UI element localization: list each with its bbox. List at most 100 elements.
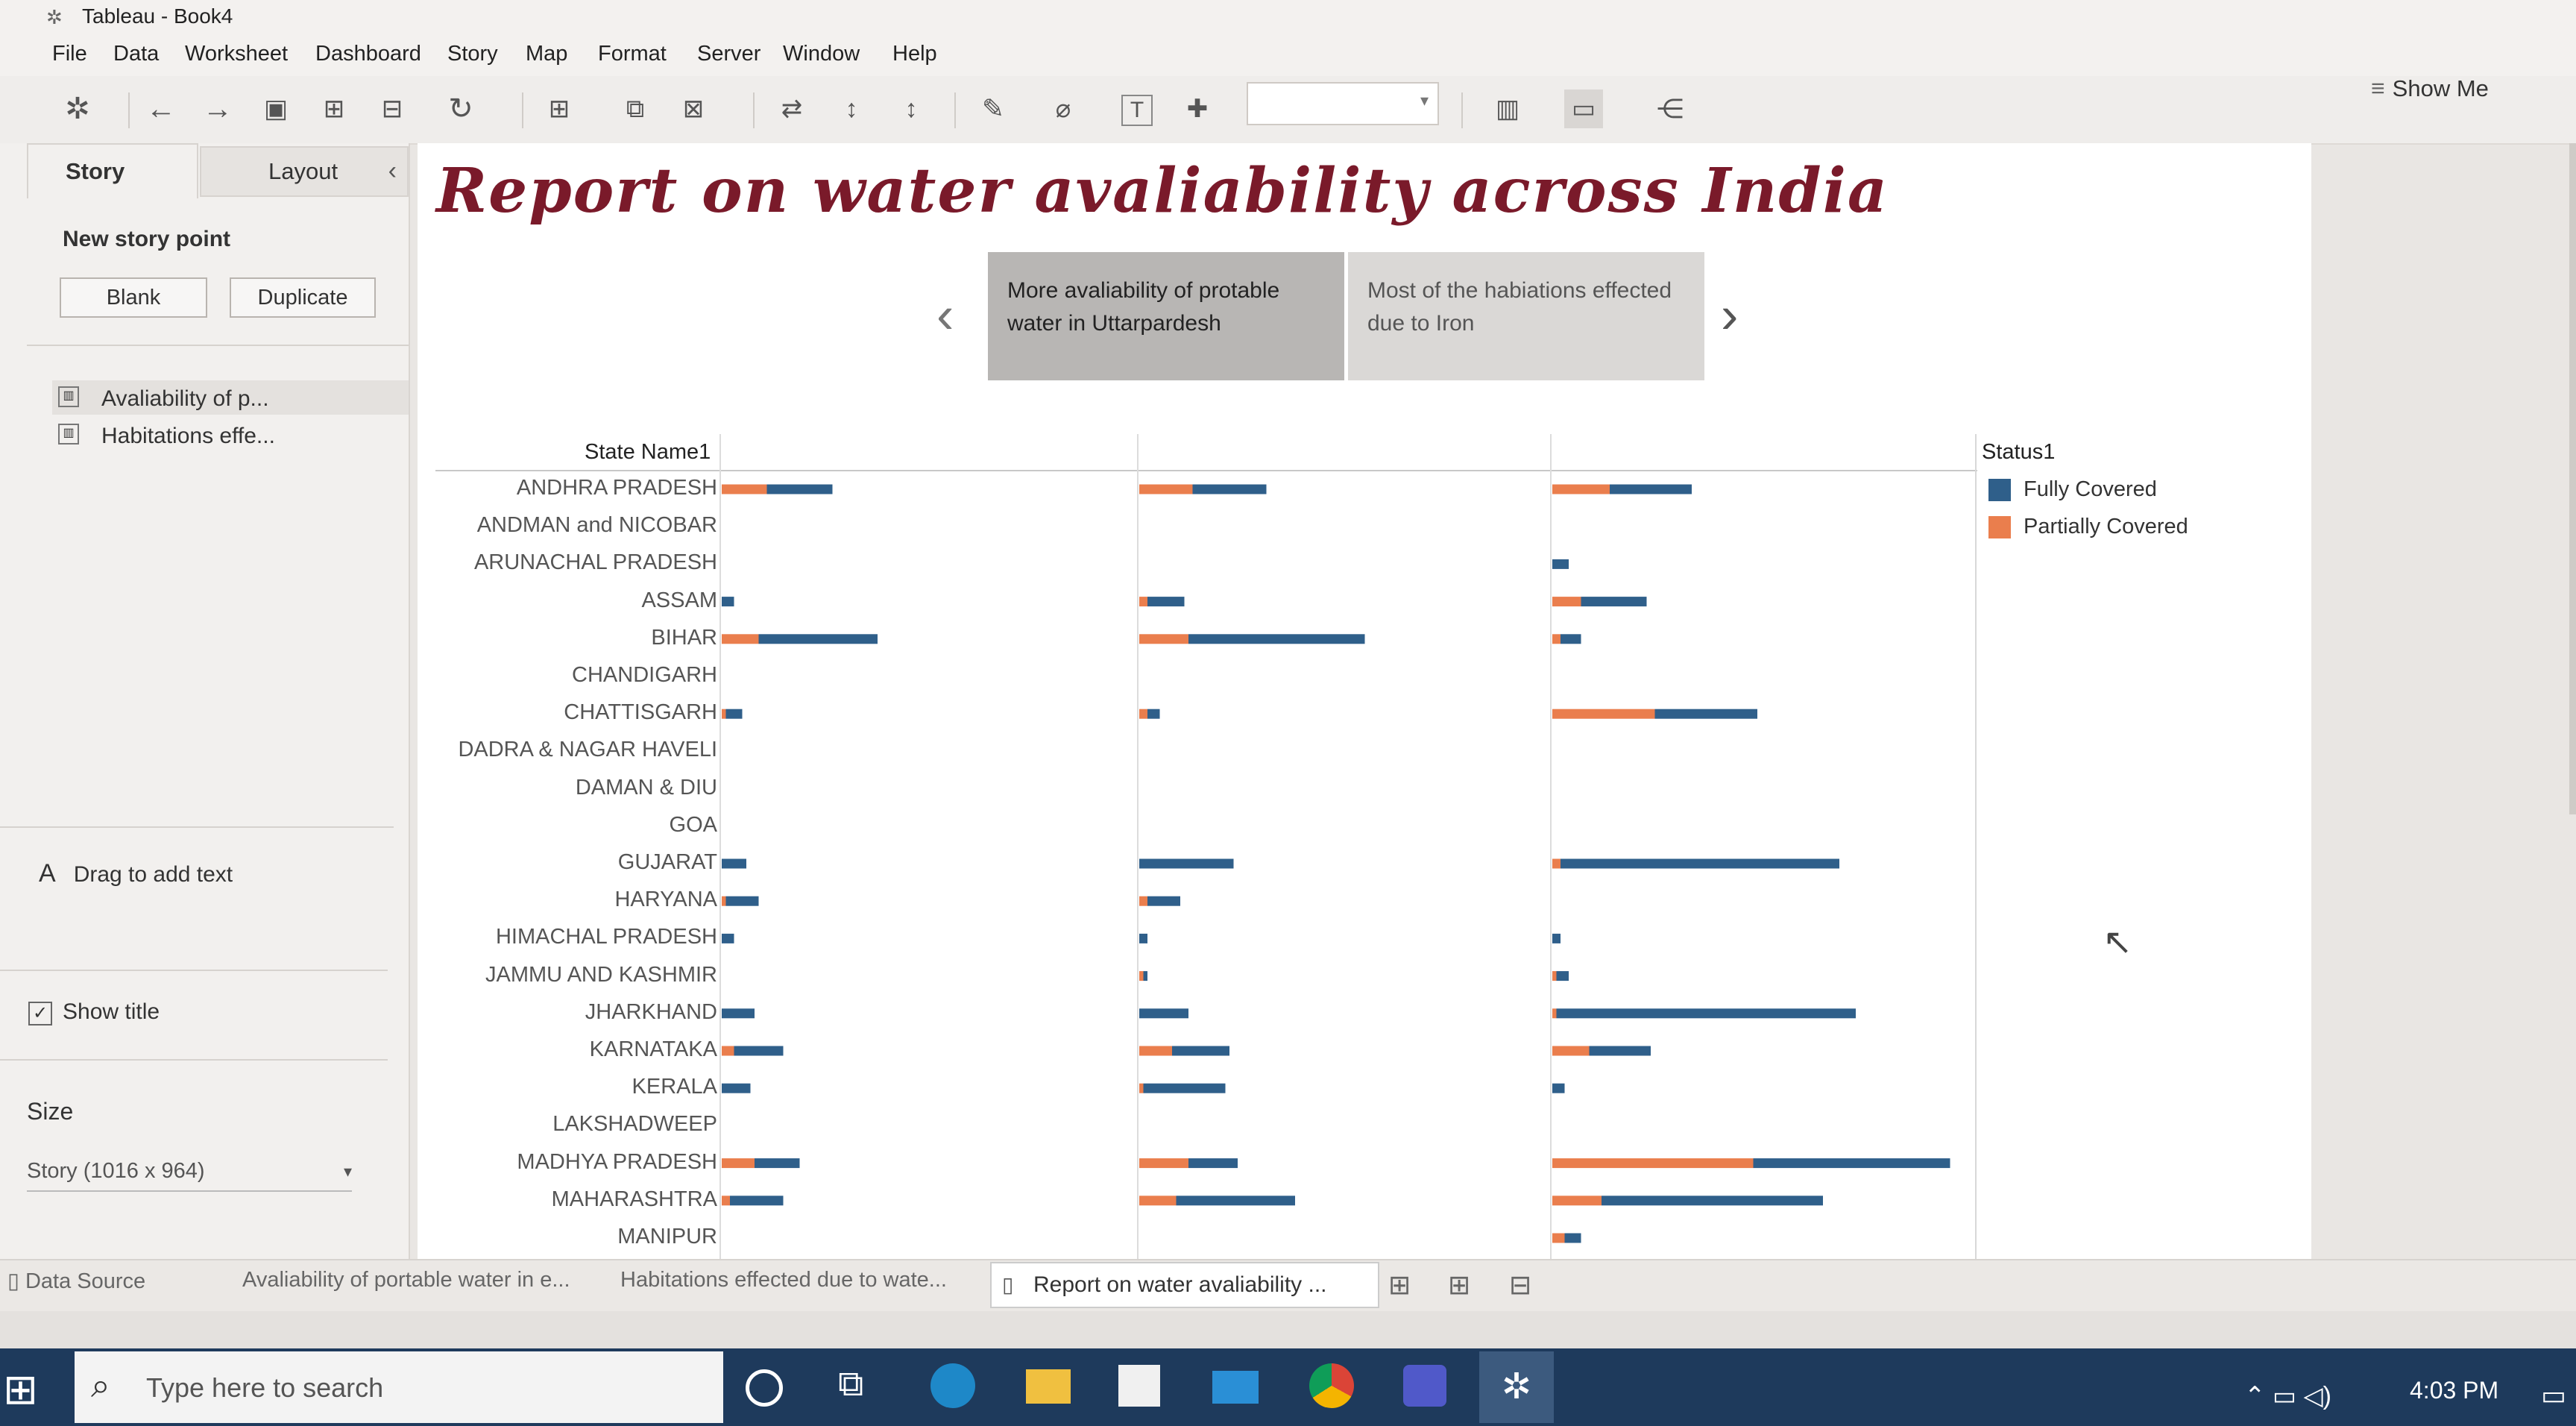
clear-sheet-icon[interactable]: ⊠ bbox=[682, 95, 705, 123]
chrome-icon[interactable] bbox=[1309, 1363, 1354, 1408]
story-point-1[interactable]: More avaliability of protable water in U… bbox=[988, 252, 1344, 380]
show-title-checkbox[interactable]: ✓ Show title bbox=[28, 999, 160, 1025]
taskbar-clock[interactable]: 4:03 PM bbox=[2410, 1377, 2499, 1404]
bar-fully-covered[interactable] bbox=[1589, 1046, 1651, 1056]
bar-partially-covered[interactable] bbox=[1139, 1083, 1144, 1093]
bar-partially-covered[interactable] bbox=[722, 634, 759, 644]
bar-partially-covered[interactable] bbox=[1552, 709, 1655, 719]
menu-story[interactable]: Story bbox=[447, 42, 498, 66]
bar-fully-covered[interactable] bbox=[1581, 597, 1647, 607]
menu-file[interactable]: File bbox=[52, 42, 87, 66]
undo-icon[interactable]: ← bbox=[146, 92, 176, 125]
tab-sheet-availability[interactable]: Avaliability of portable water in e... bbox=[242, 1268, 570, 1292]
bar-partially-covered[interactable] bbox=[722, 1196, 730, 1206]
sheet-item[interactable]: ▥ Habitations effe... bbox=[52, 418, 409, 452]
bar-partially-covered[interactable] bbox=[1139, 597, 1147, 607]
bar-partially-covered[interactable] bbox=[1139, 484, 1193, 494]
edge-icon[interactable] bbox=[930, 1363, 975, 1408]
bar-fully-covered[interactable] bbox=[1556, 971, 1569, 981]
tab-layout[interactable]: Layout ‹ bbox=[200, 146, 409, 197]
task-view-icon[interactable]: ⧉ bbox=[838, 1364, 864, 1404]
bar-partially-covered[interactable] bbox=[722, 484, 767, 494]
legend-partially-covered[interactable]: Partially Covered bbox=[2024, 515, 2188, 538]
bar-partially-covered[interactable] bbox=[1552, 858, 1561, 869]
menu-dashboard[interactable]: Dashboard bbox=[315, 42, 421, 66]
new-story-tab-icon[interactable]: ⊟ bbox=[1509, 1269, 1532, 1300]
menu-window[interactable]: Window bbox=[783, 42, 860, 66]
bar-partially-covered[interactable] bbox=[1139, 709, 1147, 719]
taskbar-search[interactable]: ⌕ Type here to search bbox=[75, 1351, 723, 1423]
tab-story[interactable]: Story bbox=[27, 143, 198, 198]
bar-fully-covered[interactable] bbox=[722, 597, 734, 607]
fit-icon[interactable]: ▥ bbox=[1495, 95, 1520, 123]
menu-worksheet[interactable]: Worksheet bbox=[185, 42, 289, 66]
bar-fully-covered[interactable] bbox=[730, 1196, 784, 1206]
bar-fully-covered[interactable] bbox=[1552, 933, 1561, 943]
system-tray-icons[interactable]: ⌃ ▭ ◁) bbox=[2244, 1382, 2331, 1410]
bar-fully-covered[interactable] bbox=[766, 484, 833, 494]
new-dashboard-tab-icon[interactable]: ⊞ bbox=[1448, 1269, 1471, 1300]
bar-fully-covered[interactable] bbox=[1654, 709, 1758, 719]
bar-fully-covered[interactable] bbox=[734, 1046, 784, 1056]
bar-fully-covered[interactable] bbox=[722, 858, 746, 869]
store-icon[interactable] bbox=[1118, 1365, 1160, 1407]
vertical-scrollbar[interactable] bbox=[2569, 143, 2576, 814]
size-dropdown[interactable]: Story (1016 x 964) ▾ bbox=[27, 1156, 352, 1192]
presentation-mode-icon[interactable]: ▭ bbox=[1564, 89, 1603, 128]
tableau-taskbar-icon[interactable]: ✲ bbox=[1479, 1351, 1554, 1423]
bar-partially-covered[interactable] bbox=[1139, 634, 1188, 644]
bar-fully-covered[interactable] bbox=[1552, 559, 1569, 569]
bar-fully-covered[interactable] bbox=[1139, 858, 1234, 869]
bar-partially-covered[interactable] bbox=[1552, 971, 1557, 981]
bar-fully-covered[interactable] bbox=[1147, 597, 1185, 607]
bar-partially-covered[interactable] bbox=[722, 1158, 755, 1169]
prev-story-point-button[interactable]: ‹ bbox=[936, 286, 954, 344]
new-datasource-icon[interactable]: ⊞ bbox=[323, 95, 345, 123]
sort-ascending-icon[interactable]: ↕ bbox=[845, 94, 858, 123]
bar-fully-covered[interactable] bbox=[1188, 634, 1365, 644]
bar-fully-covered[interactable] bbox=[1610, 484, 1692, 494]
bar-fully-covered[interactable] bbox=[1147, 709, 1160, 719]
show-me-button[interactable]: ≡ Show Me bbox=[2371, 75, 2489, 102]
bar-fully-covered[interactable] bbox=[1602, 1196, 1823, 1206]
tab-sheet-habitations[interactable]: Habitations effected due to wate... bbox=[620, 1268, 947, 1292]
bar-fully-covered[interactable] bbox=[1561, 634, 1581, 644]
duplicate-sheet-icon[interactable]: ⧉ bbox=[626, 94, 645, 123]
bar-partially-covered[interactable] bbox=[1139, 1046, 1172, 1056]
text-object[interactable]: A Drag to add text bbox=[39, 859, 233, 888]
bar-fully-covered[interactable] bbox=[725, 896, 759, 906]
share-icon[interactable]: ⋲ bbox=[1657, 93, 1684, 124]
bar-fully-covered[interactable] bbox=[722, 1083, 751, 1093]
bar-fully-covered[interactable] bbox=[1147, 896, 1180, 906]
bar-fully-covered[interactable] bbox=[722, 1008, 755, 1019]
save-icon[interactable]: ▣ bbox=[263, 95, 289, 123]
mail-icon[interactable] bbox=[1212, 1371, 1259, 1404]
blank-button[interactable]: Blank bbox=[60, 277, 207, 318]
pin-icon[interactable]: ✚ bbox=[1186, 95, 1209, 123]
cortana-icon[interactable] bbox=[746, 1369, 783, 1407]
bar-partially-covered[interactable] bbox=[1139, 971, 1144, 981]
bar-fully-covered[interactable] bbox=[1188, 1158, 1238, 1169]
bar-partially-covered[interactable] bbox=[1552, 634, 1561, 644]
bar-partially-covered[interactable] bbox=[1552, 1158, 1754, 1169]
bar-partially-covered[interactable] bbox=[1139, 1158, 1188, 1169]
menu-server[interactable]: Server bbox=[697, 42, 761, 66]
bar-fully-covered[interactable] bbox=[1143, 1083, 1226, 1093]
swap-icon[interactable]: ⇄ bbox=[781, 95, 803, 123]
bar-partially-covered[interactable] bbox=[1139, 896, 1147, 906]
bar-partially-covered[interactable] bbox=[1552, 484, 1610, 494]
windows-start-icon[interactable]: ⊞ bbox=[3, 1366, 38, 1413]
highlight-icon[interactable]: ✎ bbox=[981, 93, 1005, 124]
bar-fully-covered[interactable] bbox=[1753, 1158, 1950, 1169]
story-point-2[interactable]: Most of the habiations effected due to I… bbox=[1348, 252, 1704, 380]
duplicate-button[interactable]: Duplicate bbox=[230, 277, 376, 318]
fit-dropdown[interactable]: ▾ bbox=[1247, 82, 1439, 125]
bar-fully-covered[interactable] bbox=[1192, 484, 1267, 494]
group-icon[interactable]: ⌀ bbox=[1055, 95, 1071, 123]
sheet-item[interactable]: ▥ Avaliability of p... bbox=[52, 380, 409, 415]
legend-fully-covered[interactable]: Fully Covered bbox=[2024, 477, 2157, 501]
bar-partially-covered[interactable] bbox=[722, 896, 726, 906]
bar-partially-covered[interactable] bbox=[1552, 1196, 1602, 1206]
bar-partially-covered[interactable] bbox=[1139, 1196, 1177, 1206]
pause-updates-icon[interactable]: ⊟ bbox=[381, 95, 403, 123]
